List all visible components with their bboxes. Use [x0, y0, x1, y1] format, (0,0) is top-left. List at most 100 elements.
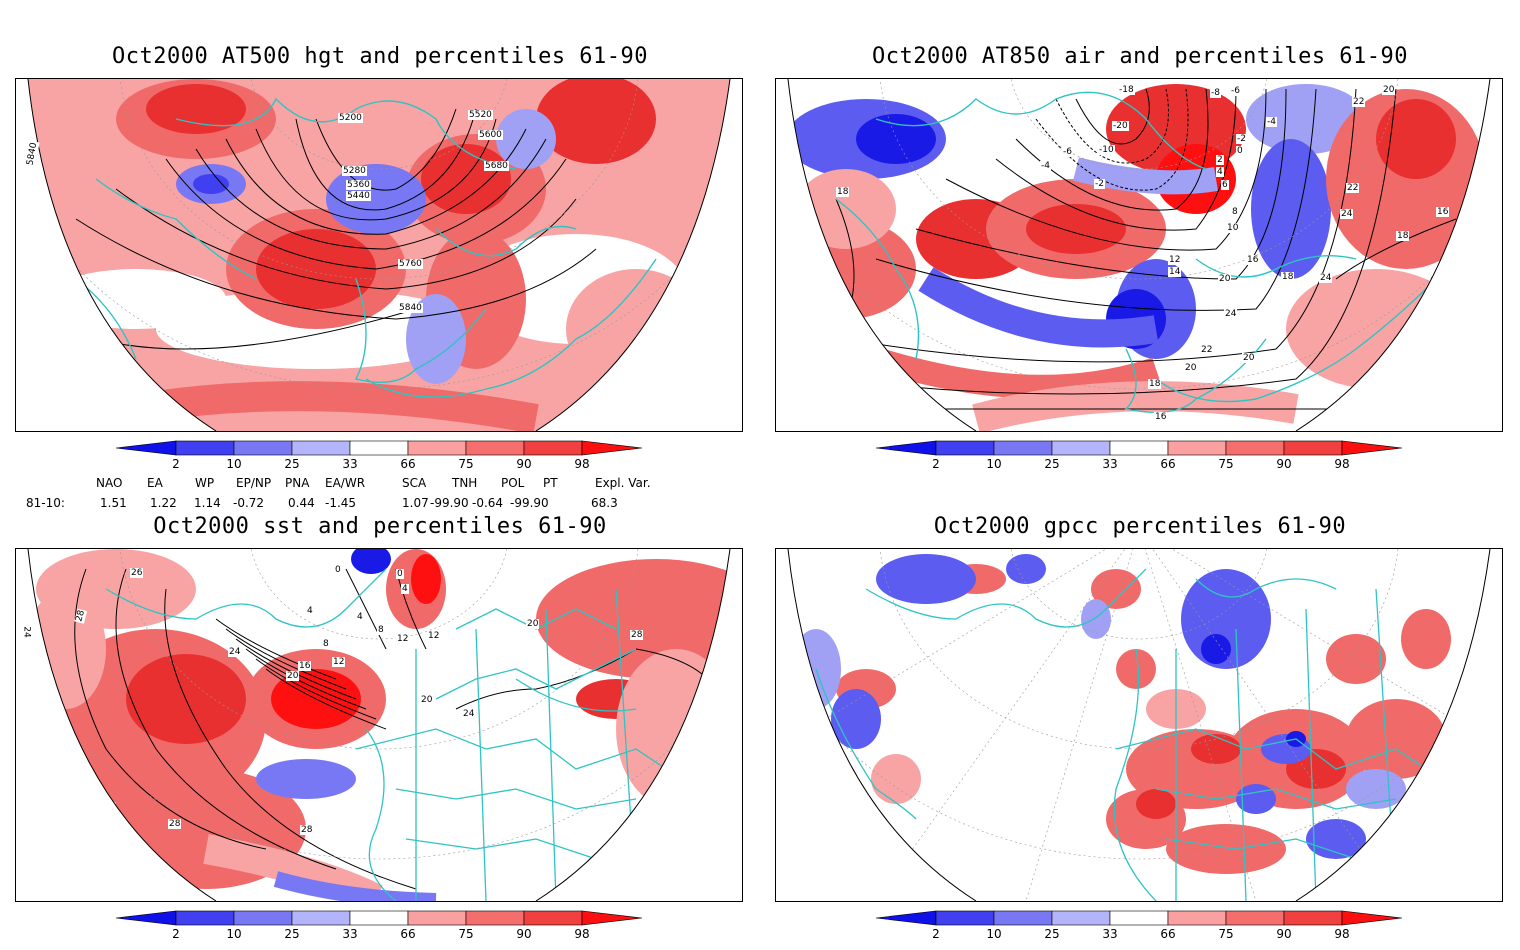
colorbar-segment: [581, 910, 643, 926]
contour-label: -4: [1040, 161, 1051, 171]
contour-label: 0: [1236, 146, 1244, 156]
colorbar-segment: [876, 910, 937, 926]
colorbar-segment: [175, 910, 235, 926]
contour-label: 26: [130, 568, 144, 578]
colorbar-tick-label: 10: [226, 927, 242, 941]
contour-label: -6: [1230, 86, 1241, 96]
contour-label: 24: [1224, 309, 1238, 319]
colorbar-segment: [993, 440, 1053, 456]
contour-label: 18: [836, 187, 850, 197]
colorbar-tick-label: 90: [516, 457, 532, 471]
contour-label: -2: [1094, 179, 1105, 189]
colorbar-tick-label: 98: [1334, 457, 1350, 471]
contour-label: -2: [1236, 134, 1247, 144]
contour-label: 4: [1216, 167, 1224, 177]
colorbar-3: 2 10 25 33 66 75 90 98: [116, 910, 646, 950]
contour-label: 16: [1246, 255, 1260, 265]
index-value: 1.51: [100, 496, 127, 510]
contour-label: 0: [334, 565, 342, 575]
colorbar-tick-label: 10: [986, 927, 1002, 941]
colorbar-segment: [935, 910, 995, 926]
contour-label: 2: [1216, 155, 1224, 165]
contour-label: -6: [1062, 147, 1073, 157]
colorbar-segment: [407, 440, 467, 456]
colorbar-tick-label: 2: [172, 457, 180, 471]
map-panel-at850: -18 -20 -10 -8 -6 -6 -4 -4 -2 -2 0 2 4 6…: [775, 78, 1503, 432]
colorbar-tick-label: 75: [458, 457, 474, 471]
colorbar-1: 2 10 25 33 66 75 90 98: [116, 440, 646, 480]
colorbar-tick-label: 25: [1044, 457, 1060, 471]
contour-label: 5280: [342, 166, 367, 176]
index-header: NAO: [96, 476, 123, 490]
colorbar-segment: [1225, 440, 1285, 456]
index-value: -0.64: [472, 496, 504, 510]
index-value: 68.3: [591, 496, 618, 510]
colorbar-tick-label: 2: [172, 927, 180, 941]
colorbar-tick-label: 25: [284, 457, 300, 471]
contour-label: 4: [356, 612, 364, 622]
contour-label: 8: [322, 639, 330, 649]
colorbar-segment: [233, 910, 293, 926]
contour-label: -8: [1210, 88, 1221, 98]
contour-label: 5600: [478, 130, 503, 140]
colorbar-tick-label: 25: [284, 927, 300, 941]
colorbar-segment: [291, 910, 351, 926]
colorbar-segment: [175, 440, 235, 456]
contour-label: 16: [298, 661, 312, 671]
index-value: -99.90: [510, 496, 549, 510]
index-header: TNH: [452, 476, 478, 490]
index-value: -99.90: [430, 496, 469, 510]
index-value: -0.72: [233, 496, 265, 510]
contour-label: 5520: [468, 110, 493, 120]
colorbar-segment: [233, 440, 293, 456]
colorbar-segment: [407, 910, 467, 926]
colorbar-segment: [1341, 910, 1403, 926]
colorbar-segment: [465, 910, 525, 926]
colorbar-segment: [1051, 910, 1111, 926]
colorbar-tick-label: 66: [1160, 927, 1176, 941]
contour-label: 28: [168, 819, 182, 829]
index-header: WP: [195, 476, 215, 490]
colorbar-segment: [523, 440, 583, 456]
contour-label: 16: [1154, 412, 1168, 422]
contour-label: 28: [630, 630, 644, 640]
contour-label: 22: [1352, 97, 1366, 107]
contour-label: 4: [306, 606, 314, 616]
colorbar-segment: [1051, 440, 1111, 456]
colorbar-tick-label: 2: [932, 457, 940, 471]
colorbar-2: 2 10 25 33 66 75 90 98: [876, 440, 1406, 480]
colorbar-segment: [349, 440, 409, 456]
map-panel-sst: 26 28 24 0 0 4 4 4 8 8 12 12 12 16 20 20…: [15, 548, 743, 902]
colorbar-tick-label: 90: [516, 927, 532, 941]
index-value: 1.07: [402, 496, 429, 510]
index-value: 0.44: [288, 496, 315, 510]
colorbar-segment: [876, 440, 937, 456]
contour-label: 5680: [484, 161, 509, 171]
colorbar-tick-label: 66: [1160, 457, 1176, 471]
contour-label: 22: [1346, 183, 1360, 193]
contour-label: -4: [1266, 117, 1277, 127]
title-at850: Oct2000 AT850 air and percentiles 61-90: [871, 44, 1409, 69]
contour-label: 0: [396, 569, 404, 579]
contour-label: 14: [1168, 267, 1182, 277]
contour-label: 5760: [398, 259, 423, 269]
map-panel-at500: 5200 5280 5360 5440 5520 5600 5680 5760 …: [15, 78, 743, 432]
contour-label: 12: [1168, 255, 1182, 265]
colorbar-segment: [1109, 910, 1169, 926]
index-header: PT: [543, 476, 558, 490]
title-at500: Oct2000 AT500 hgt and percentiles 61-90: [111, 44, 649, 69]
colorbar-segment: [1167, 440, 1227, 456]
contour-label: 20: [420, 695, 434, 705]
colorbar-segment: [465, 440, 525, 456]
contour-label: 20: [1242, 353, 1256, 363]
colorbar-segment: [349, 910, 409, 926]
contour-label: 22: [1200, 345, 1214, 355]
contour-label: -20: [1112, 121, 1129, 131]
index-value: 1.14: [194, 496, 221, 510]
index-header: Expl. Var.: [595, 476, 651, 490]
colorbar-segment: [581, 440, 643, 456]
colorbar-segment: [291, 440, 351, 456]
contour-label: 8: [1231, 207, 1239, 217]
map-at500-svg: [27, 79, 731, 431]
colorbar-tick-label: 75: [1218, 927, 1234, 941]
